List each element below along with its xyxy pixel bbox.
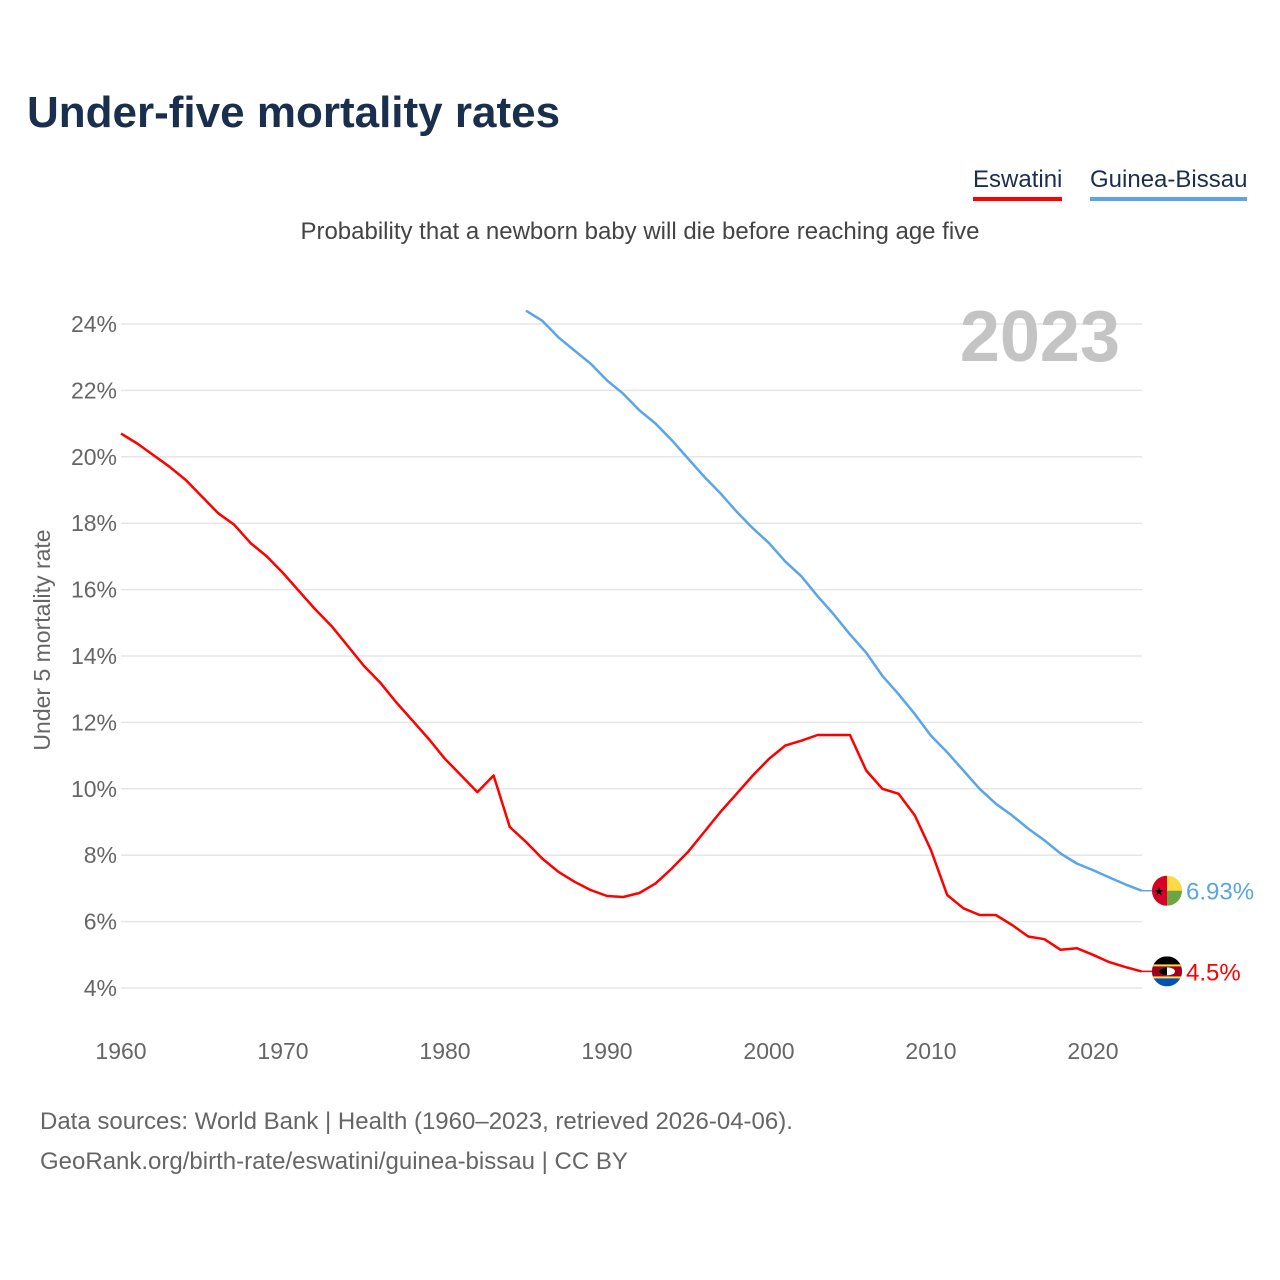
source-url[interactable]: GeoRank.org/birth-rate/eswatini/guinea-b… [40, 1148, 628, 1175]
chart-subtitle: Probability that a newborn baby will die… [300, 218, 980, 245]
x-tick-label: 1970 [257, 1038, 308, 1064]
x-tick-label: 2010 [905, 1038, 956, 1064]
svg-text:★: ★ [1154, 885, 1165, 899]
y-tick-label: 20% [71, 444, 117, 470]
chart-title: Under-five mortality rates [27, 88, 561, 137]
y-tick-label: 6% [84, 909, 117, 935]
y-tick-label: 16% [71, 577, 117, 603]
legend-item-eswatini[interactable]: Eswatini [973, 166, 1063, 201]
x-tick-label: 2020 [1067, 1038, 1118, 1064]
x-tick-label: 1990 [581, 1038, 632, 1064]
legend-item-guinea-bissau[interactable]: Guinea-Bissau [1090, 166, 1248, 201]
source-note: Data sources: World Bank | Health (1960–… [40, 1108, 793, 1135]
y-tick-label: 10% [71, 776, 117, 802]
y-tick-label: 4% [84, 975, 117, 1001]
year-watermark: 2023 [960, 297, 1120, 377]
y-tick-label: 8% [84, 842, 117, 868]
y-axis-label: Under 5 mortality rate [29, 529, 55, 750]
x-tick-label: 1960 [95, 1038, 146, 1064]
y-tick-label: 22% [71, 377, 117, 403]
y-tick-label: 14% [71, 643, 117, 669]
series-line-guinea-bissau [525, 309, 1143, 892]
end-value-label: 4.5% [1186, 959, 1241, 986]
y-tick-label: 12% [71, 709, 117, 735]
x-tick-label: 2000 [743, 1038, 794, 1064]
series-line-eswatini [120, 432, 1142, 973]
y-tick-label: 18% [71, 510, 117, 536]
y-tick-label: 24% [71, 311, 117, 337]
x-tick-label: 1980 [419, 1038, 470, 1064]
end-value-label: 6.93% [1186, 879, 1254, 906]
guinea-bissau-flag-icon: ★ [1152, 875, 1182, 906]
eswatini-flag-icon [1152, 956, 1182, 987]
